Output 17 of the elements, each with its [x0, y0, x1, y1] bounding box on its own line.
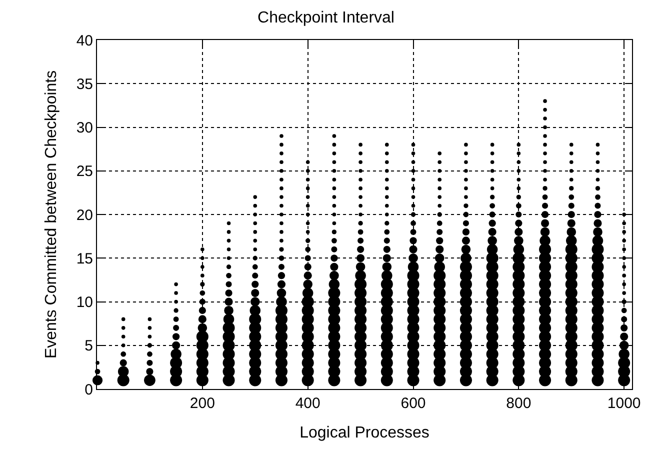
y-tick-label: 0 — [84, 381, 93, 398]
x-tick-label: 400 — [295, 395, 320, 412]
chart-title: Checkpoint Interval — [258, 10, 394, 27]
y-axis-title: Events Committed between Checkpoints — [43, 70, 60, 359]
y-tick-label: 30 — [76, 120, 93, 136]
y-tick-label: 5 — [84, 338, 93, 355]
x-tick-label: 1000 — [607, 395, 641, 412]
y-tick-label: 15 — [76, 250, 93, 268]
y-tick-label: 35 — [76, 76, 93, 93]
y-tick-label: 40 — [76, 32, 93, 50]
x-tick-label: 600 — [400, 395, 426, 412]
x-tick-label: 800 — [506, 395, 532, 412]
y-tick-label: 20 — [76, 206, 93, 224]
y-tick-label: 10 — [76, 294, 93, 311]
x-axis-title: Logical Processes — [300, 424, 430, 442]
y-tick-label: 25 — [76, 163, 93, 180]
x-tick-label: 200 — [190, 395, 215, 412]
